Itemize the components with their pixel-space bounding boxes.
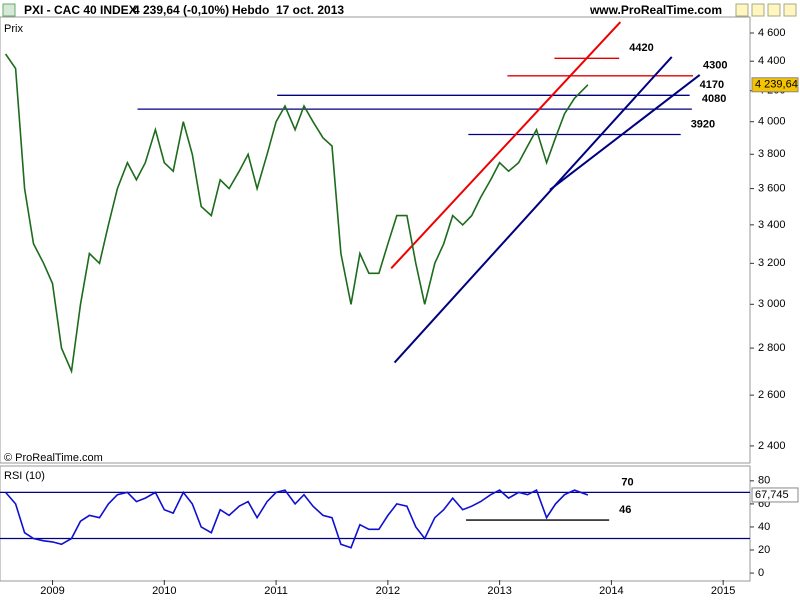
panel-title: RSI (10): [4, 470, 45, 482]
x-tick-label: 2009: [40, 585, 64, 597]
copyright: © ProRealTime.com: [4, 452, 103, 464]
level-label: 4420: [629, 42, 653, 54]
window-button[interactable]: [751, 3, 765, 17]
header-site: www.ProRealTime.com: [589, 3, 722, 17]
y-tick-label: 20: [758, 544, 770, 556]
last-value-label: 67,745: [755, 489, 789, 501]
y-tick-label: 4 400: [758, 55, 786, 67]
y-tick-label: 80: [758, 475, 770, 487]
x-tick-label: 2014: [599, 585, 623, 597]
x-tick-label: 2012: [376, 585, 400, 597]
last-value-tag: [751, 77, 799, 93]
level-label: 4170: [700, 79, 724, 91]
level-label: 70: [621, 476, 633, 488]
window-button[interactable]: [783, 3, 797, 17]
y-tick-label: 2 400: [758, 440, 786, 452]
series-line: [4, 53, 589, 375]
last-value-tag: [751, 487, 799, 503]
price-panel: [0, 16, 751, 464]
y-tick-label: 0: [758, 567, 764, 579]
y-tick-label: 4 600: [758, 27, 786, 39]
rsi-panel: [0, 465, 751, 582]
y-tick-label: 2 800: [758, 342, 786, 354]
icon[interactable]: [2, 3, 16, 17]
trend-line: [393, 56, 673, 364]
window-button[interactable]: [735, 3, 749, 17]
x-tick-label: 2011: [264, 585, 288, 597]
series-line: [4, 488, 589, 549]
y-tick-label: 2 600: [758, 389, 786, 401]
x-tick-label: 2013: [487, 585, 511, 597]
window-button[interactable]: [767, 3, 781, 17]
level-label: 3920: [691, 118, 715, 130]
header-price: 4 239,64 (-0,10%): [133, 3, 229, 17]
trend-line: [549, 74, 701, 191]
trend-line: [390, 21, 622, 269]
level-label: 46: [619, 504, 631, 516]
level-label: 4300: [703, 60, 727, 72]
y-tick-label: 4 000: [758, 116, 786, 128]
x-tick-label: 2015: [711, 585, 735, 597]
y-tick-label: 3 800: [758, 148, 786, 160]
last-value-label: 4 239,64: [755, 79, 798, 91]
header-title: PXI - CAC 40 INDEX: [24, 3, 137, 17]
panel-title: Prix: [4, 23, 23, 35]
level-label: 4080: [702, 93, 726, 105]
y-tick-label: 3 000: [758, 298, 786, 310]
y-tick-label: 40: [758, 521, 770, 533]
y-tick-label: 3 600: [758, 182, 786, 194]
header-date: 17 oct. 2013: [276, 3, 344, 17]
header-period: Hebdo: [232, 3, 269, 17]
y-tick-label: 3 200: [758, 257, 786, 269]
y-tick-label: 3 400: [758, 219, 786, 231]
x-tick-label: 2010: [152, 585, 176, 597]
